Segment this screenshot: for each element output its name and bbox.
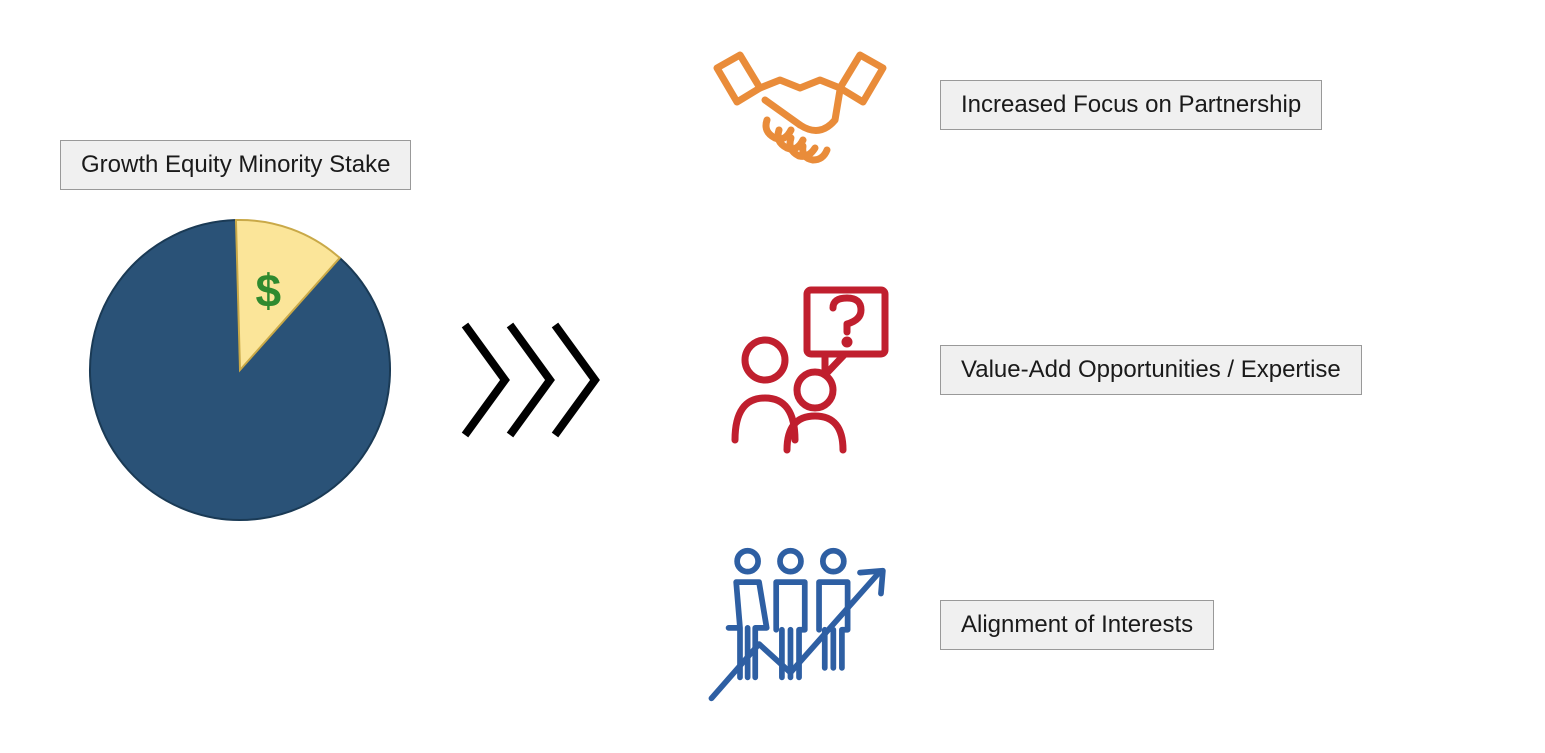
handshake-icon [705, 30, 895, 180]
pie-svg: $ [80, 210, 400, 530]
dollar-sign: $ [255, 265, 281, 317]
label-value-add: Value-Add Opportunities / Expertise [940, 345, 1362, 395]
left-title-label: Growth Equity Minority Stake [60, 140, 411, 190]
label-partnership: Increased Focus on Partnership [940, 80, 1322, 130]
people-growth-icon [700, 530, 900, 720]
people-question-icon [705, 280, 895, 460]
arrows-icon [450, 310, 620, 455]
pie-chart: $ [80, 210, 400, 535]
label-alignment: Alignment of Interests [940, 600, 1214, 650]
row-value-add: Value-Add Opportunities / Expertise [700, 280, 1362, 460]
row-partnership: Increased Focus on Partnership [700, 30, 1322, 180]
row-alignment: Alignment of Interests [700, 530, 1214, 720]
